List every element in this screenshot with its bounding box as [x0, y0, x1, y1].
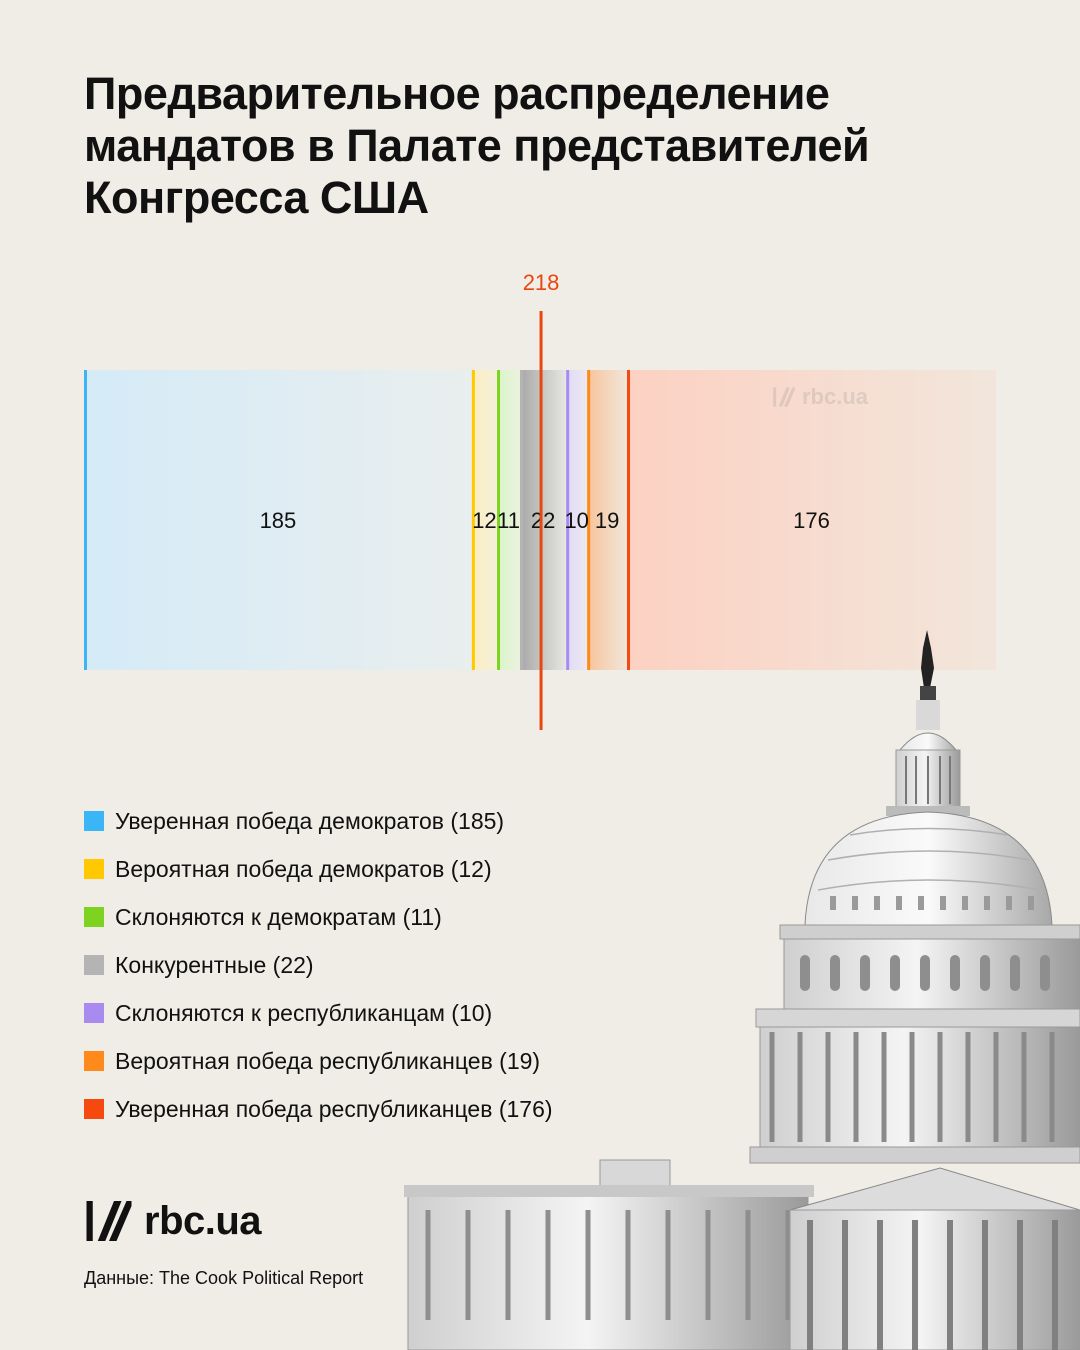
legend-label: Уверенная победа демократов (185)	[115, 807, 505, 834]
legend-swatch	[84, 1003, 104, 1023]
brand: rbc.ua	[84, 1196, 262, 1246]
bar-value-label-5: 10	[564, 508, 588, 533]
legend-item: Склоняются к республиканцам (10)	[84, 989, 553, 1037]
bar-value-label-7: 176	[793, 508, 830, 533]
legend-label: Склоняются к республиканцам (10)	[115, 999, 493, 1026]
legend-item: Уверенная победа демократов (185)	[84, 797, 553, 845]
seat-distribution-chart: 185 12 11 22 10 19 176 218	[84, 270, 996, 730]
legend-label: Конкурентные (22)	[115, 951, 314, 978]
bar-segment-2	[471, 370, 498, 670]
legend-swatch	[84, 955, 104, 975]
legend-label: Уверенная победа республиканцев (176)	[115, 1095, 553, 1122]
capitol-building-icon	[404, 630, 1080, 1350]
legend-label: Вероятная победа демократов (12)	[115, 855, 492, 882]
rbc-logo-icon	[86, 1201, 132, 1241]
legend-label: Склоняются к демократам (11)	[115, 903, 442, 930]
bar-segment-edge-4	[520, 370, 524, 670]
legend-item: Конкурентные (22)	[84, 941, 553, 989]
bar-segment-edge-5	[566, 370, 570, 670]
bar-value-label-1: 185	[260, 508, 297, 533]
bar-segment-edge-2	[471, 370, 475, 670]
legend-item: Вероятная победа демократов (12)	[84, 845, 553, 893]
bar-value-label-2: 12	[472, 508, 496, 533]
bar-value-label-6: 19	[595, 508, 619, 533]
legend-swatch	[84, 859, 104, 879]
rbc-logo-icon	[773, 387, 795, 407]
bar-segment-6	[587, 370, 628, 670]
legend-swatch	[84, 1099, 104, 1119]
brand-name: rbc.ua	[144, 1198, 262, 1243]
watermark-text: rbc.ua	[802, 384, 869, 409]
legend-label: Вероятная победа республиканцев (19)	[115, 1047, 541, 1074]
legend: Уверенная победа демократов (185) Вероятн…	[84, 797, 553, 1133]
legend-item: Уверенная победа республиканцев (176)	[84, 1085, 553, 1133]
bar-segment-1	[84, 370, 472, 670]
bar-segment-7	[627, 370, 996, 670]
data-source: Данные: The Cook Political Report	[84, 1268, 364, 1288]
legend-item: Вероятная победа республиканцев (19)	[84, 1037, 553, 1085]
watermark: rbc.ua	[772, 384, 868, 410]
bar-segment-edge-6	[587, 370, 591, 670]
legend-swatch	[84, 811, 104, 831]
legend-swatch	[84, 907, 104, 927]
majority-line-label: 218	[523, 270, 560, 295]
bar-segment-3	[497, 370, 521, 670]
bar-segment-edge-7	[627, 370, 631, 670]
bar-value-label-4: 22	[531, 508, 555, 533]
bar-segment-4	[520, 370, 567, 670]
bar-segment-edge-1	[84, 370, 87, 670]
legend-swatch	[84, 1051, 104, 1071]
bar-segment-5	[566, 370, 588, 670]
page-title: Предварительное распределение мандатов в…	[84, 68, 870, 223]
bar-segment-edge-3	[497, 370, 501, 670]
legend-item: Склоняются к демократам (11)	[84, 893, 553, 941]
bar-value-label-3: 11	[497, 508, 520, 533]
